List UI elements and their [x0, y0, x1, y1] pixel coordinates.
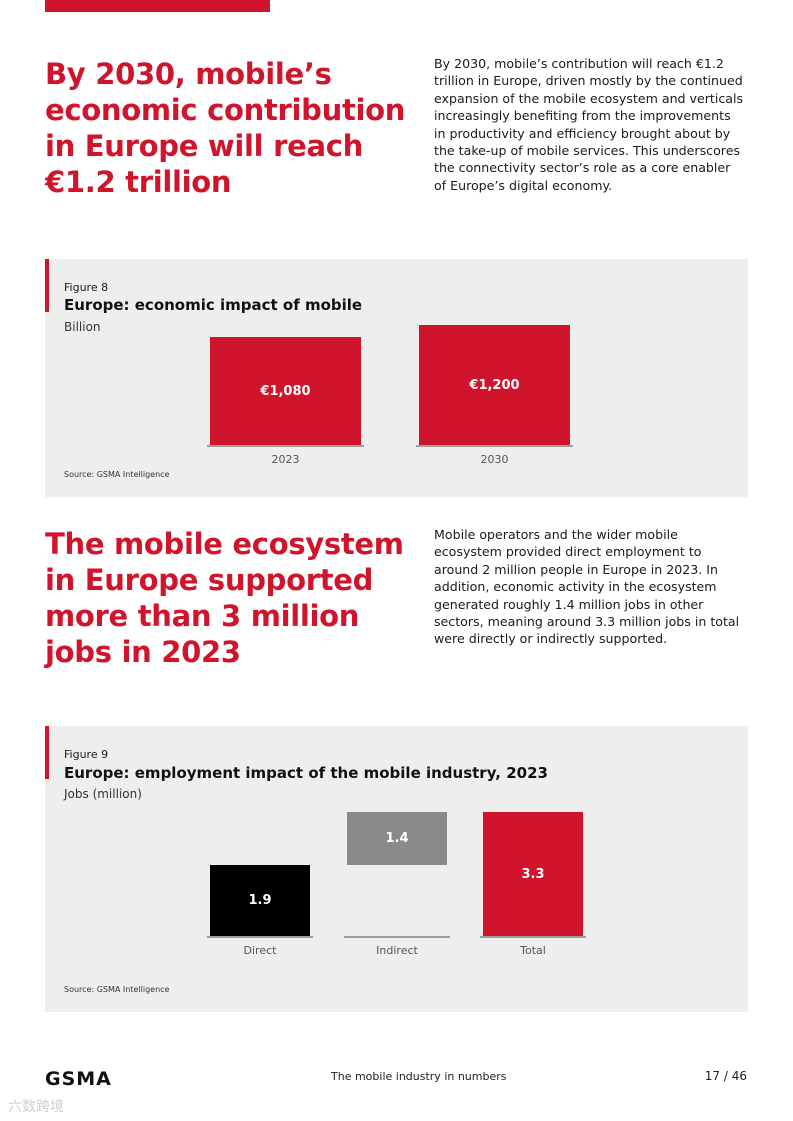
baseline-direct: [207, 936, 313, 938]
figure-9: Figure 9 Europe: employment impact of th…: [45, 726, 748, 1012]
figure-source: Source: GSMA Intelligence: [64, 985, 170, 994]
footer-report-title: The mobile industry in numbers: [331, 1070, 507, 1083]
bar-value-label: 3.3: [521, 866, 545, 882]
figure-number: Figure 9: [64, 748, 109, 761]
category-label-direct: Direct: [243, 944, 277, 957]
category-label-2030: 2030: [480, 453, 509, 466]
top-accent-bar: [45, 0, 270, 12]
baseline-2030: [416, 445, 573, 447]
figure-unit: Jobs (million): [64, 787, 142, 801]
bar-indirect: 1.4: [347, 812, 447, 865]
bar-direct: 1.9: [210, 864, 310, 936]
bar-value-label: 1.9: [248, 892, 272, 908]
section-body-economic: By 2030, mobile’s contribution will reac…: [434, 56, 744, 193]
baseline-indirect: [344, 936, 450, 938]
figure-number: Figure 8: [64, 281, 109, 294]
bar-total: 3.3: [483, 812, 583, 936]
section-body-jobs: Mobile operators and the wider mobile ec…: [434, 527, 740, 647]
figure-title: Europe: economic impact of mobile: [64, 296, 363, 314]
section-headline-economic: By 2030, mobile’s economic contribution …: [45, 57, 406, 199]
category-label-2023: 2023: [271, 453, 300, 466]
bar-2030: €1,200: [419, 325, 570, 445]
section-headline-jobs: The mobile ecosystem in Europe supported…: [45, 527, 404, 669]
figure-8: Figure 8 Europe: economic impact of mobi…: [45, 259, 748, 497]
category-label-total: Total: [520, 944, 546, 957]
figure-accent-bar: [45, 259, 49, 312]
figure-unit: Billion: [64, 320, 101, 334]
figure-accent-bar: [45, 726, 49, 779]
gsma-logo: GSMA: [45, 1068, 112, 1090]
figure-title: Europe: employment impact of the mobile …: [64, 764, 548, 782]
page-number: 17 / 46: [704, 1069, 747, 1083]
watermark: 六数跨境: [8, 1099, 64, 1115]
baseline-2023: [207, 445, 364, 447]
baseline-total: [480, 936, 586, 938]
figure-source: Source: GSMA Intelligence: [64, 470, 170, 479]
bar-value-label: €1,200: [469, 377, 520, 393]
category-label-indirect: Indirect: [376, 944, 418, 957]
bar-value-label: €1,080: [260, 383, 311, 399]
bar-2023: €1,080: [210, 337, 361, 445]
bar-value-label: 1.4: [385, 830, 409, 846]
